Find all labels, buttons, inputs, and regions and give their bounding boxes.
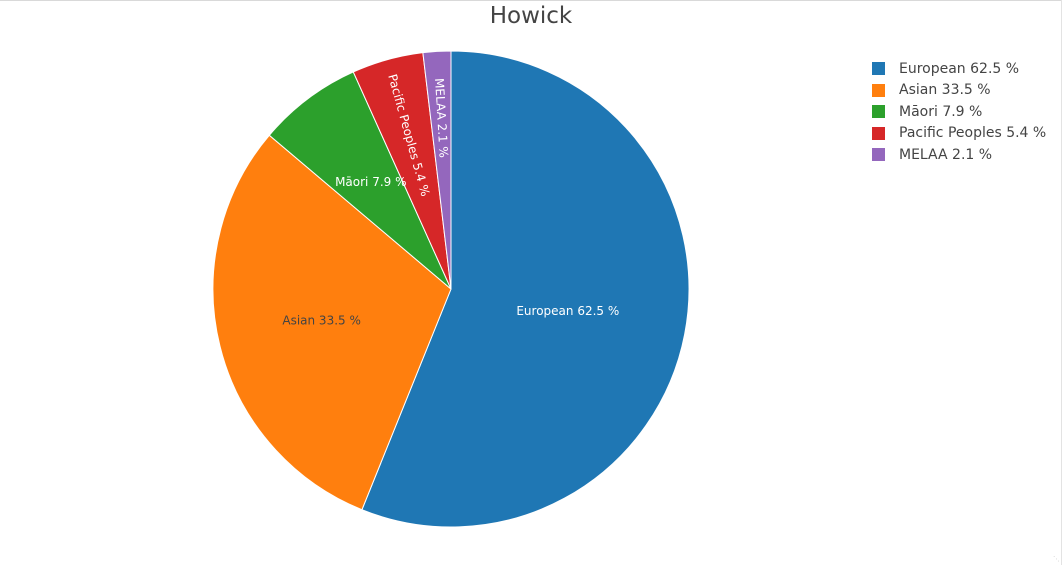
legend-swatch-european <box>872 62 885 76</box>
legend: European 62.5 % Asian 33.5 % Māori 7.9 % Pa… <box>872 58 1046 166</box>
legend-item-m-ori[interactable]: Māori 7.9 % <box>872 101 1046 123</box>
legend-item-european[interactable]: European 62.5 % <box>872 58 1046 80</box>
legend-item-pacific-peoples[interactable]: Pacific Peoples 5.4 % <box>872 123 1046 145</box>
legend-item-melaa[interactable]: MELAA 2.1 % <box>872 144 1046 166</box>
slice-label-european: European 62.5 % <box>516 304 619 318</box>
pie-slice-m-ori[interactable] <box>268 71 452 290</box>
pie-slice-melaa[interactable] <box>422 50 452 290</box>
pie-slice-european[interactable] <box>361 50 690 528</box>
legend-swatch-melaa <box>872 148 885 162</box>
legend-label-european: European 62.5 % <box>899 60 1020 77</box>
legend-swatch-m-ori <box>872 105 885 119</box>
legend-label-melaa: MELAA 2.1 % <box>899 146 993 163</box>
resize-handle-icon: ⋱ <box>1053 555 1060 563</box>
legend-label-asian: Asian 33.5 % <box>899 82 991 99</box>
legend-swatch-asian <box>872 83 885 97</box>
slice-label-m-ori: Māori 7.9 % <box>335 175 406 189</box>
legend-swatch-pacific-peoples <box>872 126 885 140</box>
slice-label-asian: Asian 33.5 % <box>282 314 361 328</box>
slice-label-melaa: MELAA 2.1 % <box>432 78 451 158</box>
legend-label-pacific-peoples: Pacific Peoples 5.4 % <box>899 125 1047 142</box>
legend-item-asian[interactable]: Asian 33.5 % <box>872 80 1046 102</box>
legend-label-m-ori: Māori 7.9 % <box>899 103 983 120</box>
chart-title: Howick <box>489 3 573 29</box>
pie-slice-asian[interactable] <box>212 134 452 511</box>
top-border <box>0 0 1062 1</box>
